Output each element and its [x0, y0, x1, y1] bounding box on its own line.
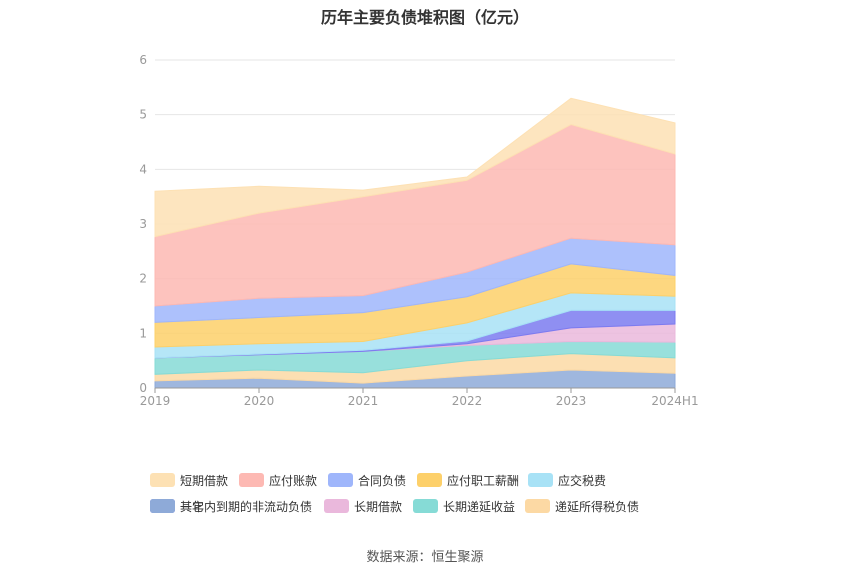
x-tick-label: 2020 [244, 394, 275, 408]
data-source-note: 数据来源：恒生聚源 [366, 550, 484, 565]
legend-swatch [239, 473, 264, 487]
y-tick-label: 4 [139, 162, 147, 176]
legend-label: 应付账款 [269, 473, 318, 488]
y-tick-label: 1 [139, 326, 147, 340]
legend-item[interactable]: 应交税费 [528, 472, 606, 488]
legend-item[interactable]: 递延所得税负债 [525, 498, 639, 514]
x-tick-label: 2021 [348, 394, 379, 408]
legend-label: 短期借款 [180, 473, 229, 488]
x-tick-label: 2023 [556, 394, 587, 408]
legend-swatch [413, 499, 438, 513]
x-tick-label: 2022 [452, 394, 483, 408]
legend-item[interactable]: 应付职工薪酬 [417, 472, 519, 488]
chart-title: 历年主要负债堆积图（亿元） [320, 8, 529, 27]
y-tick-label: 5 [139, 108, 147, 122]
legend-swatch [525, 499, 550, 513]
legend-label: 合同负债 [358, 473, 407, 488]
legend-label: 一年内到期的非流动负债 [180, 499, 313, 514]
legend-item[interactable]: 应付账款 [239, 472, 317, 488]
x-tick-label: 2024H1 [651, 394, 698, 408]
legend-swatch [324, 499, 349, 513]
legend-swatch [328, 473, 353, 487]
x-tick-label: 2019 [140, 394, 171, 408]
legend-item[interactable]: 其它 [150, 498, 204, 514]
legend-label: 应交税费 [558, 473, 607, 488]
y-tick-label: 3 [139, 217, 147, 231]
y-tick-label: 2 [139, 272, 147, 286]
legend-label: 递延所得税负债 [555, 499, 640, 514]
legend-label: 长期借款 [354, 499, 403, 514]
legend-swatch [417, 473, 442, 487]
legend-item[interactable]: 长期递延收益 [413, 498, 515, 514]
legend-item[interactable]: 短期借款 [150, 472, 228, 488]
legend-item[interactable]: 长期借款 [324, 498, 402, 514]
legend-swatch [150, 473, 175, 487]
area-series-短期借款 [154, 97, 676, 238]
area-series [154, 97, 676, 389]
legend-label: 长期递延收益 [443, 499, 516, 514]
legend-swatch [150, 499, 175, 513]
legend-item[interactable]: 合同负债 [328, 472, 406, 488]
legend-label: 其它 [180, 499, 205, 514]
legend-swatch [528, 473, 553, 487]
y-tick-label: 0 [139, 381, 147, 395]
y-tick-label: 6 [139, 53, 147, 67]
legend-label: 应付职工薪酬 [447, 473, 520, 488]
axes: 0 1 2 3 4 5 6 2019 2020 2021 2022 2023 2024H1 [139, 53, 698, 408]
